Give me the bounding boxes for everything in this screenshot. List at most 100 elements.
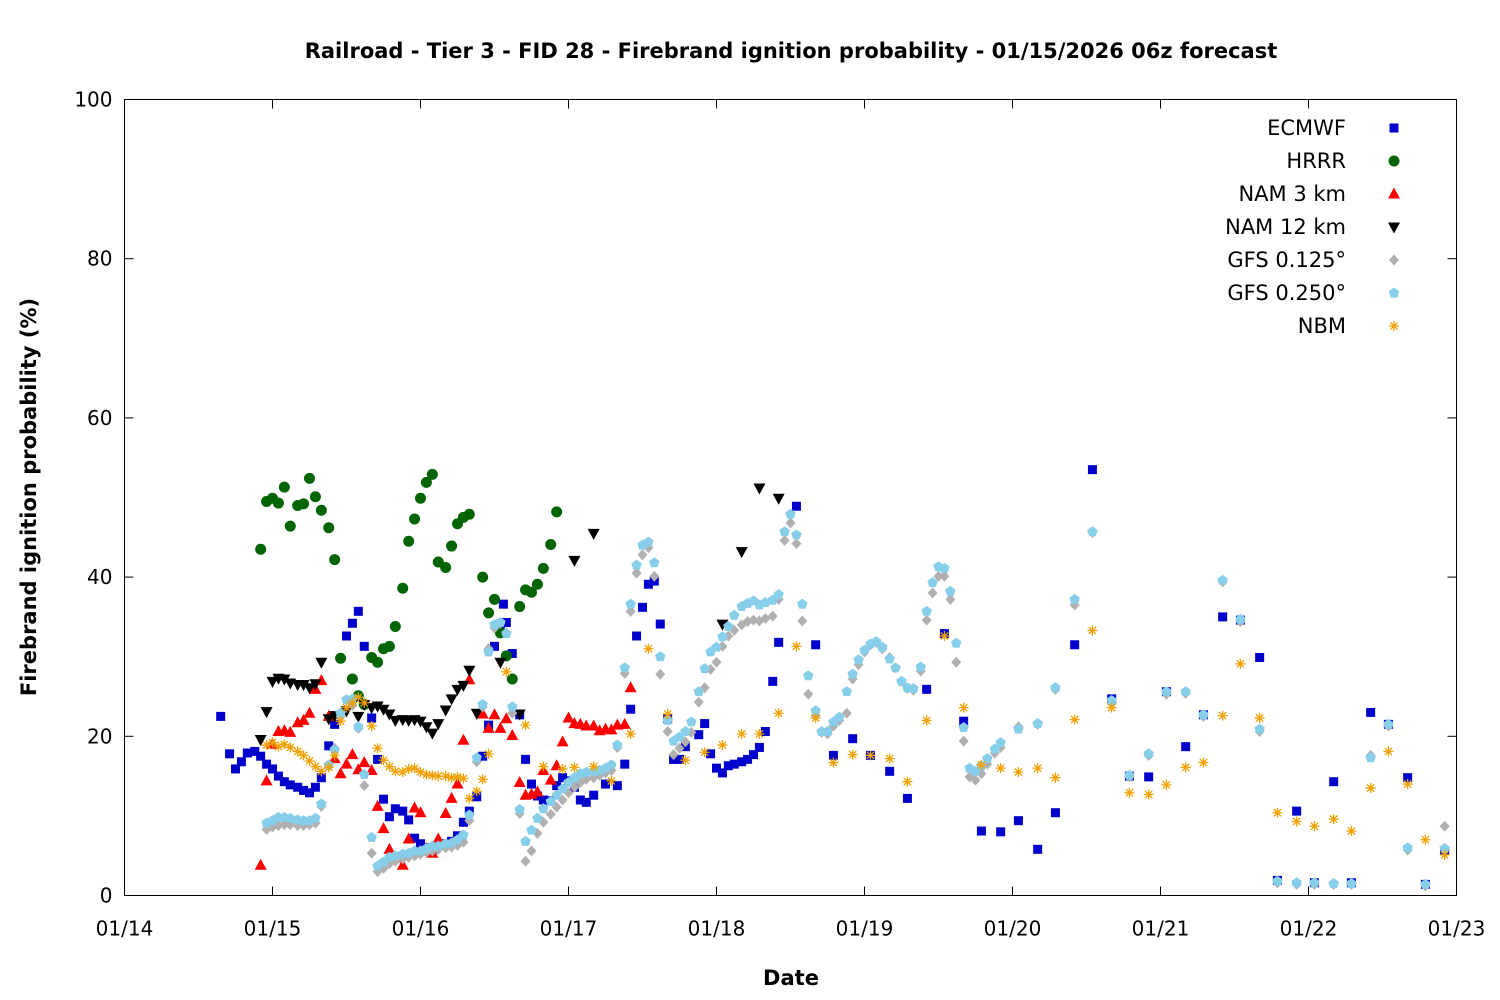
data-point-nam-12-km <box>266 676 279 688</box>
data-point-nbm <box>625 728 636 739</box>
data-point-gfs-0-125 <box>520 855 531 867</box>
data-point-hrrr <box>403 535 415 547</box>
legend-label-hrrr: HRRR <box>1286 149 1346 173</box>
data-point-ecmwf <box>626 704 636 714</box>
y-tick-label: 80 <box>87 247 112 271</box>
data-point-gfs-0-250 <box>729 609 740 620</box>
data-point-gfs-0-250 <box>927 577 938 588</box>
data-point-ecmwf <box>507 649 517 659</box>
legend-label-nam-3-km: NAM 3 km <box>1238 182 1346 206</box>
data-point-gfs-0-250 <box>699 663 710 674</box>
data-point-gfs-0-250 <box>995 737 1006 748</box>
data-point-ecmwf <box>706 749 716 759</box>
data-point-nbm <box>699 747 710 758</box>
data-point-nbm <box>458 773 469 784</box>
data-point-nbm <box>1383 746 1394 757</box>
data-point-gfs-0-125 <box>767 610 778 622</box>
legend-marker-nam-3-km <box>1388 187 1400 199</box>
data-point-nam-3-km <box>284 725 297 737</box>
data-point-gfs-0-250 <box>359 769 370 779</box>
data-point-gfs-0-250 <box>693 686 704 697</box>
data-point-gfs-0-250 <box>1217 574 1228 585</box>
data-point-nbm <box>501 666 512 677</box>
legend-marker-nam-12-km <box>1388 222 1400 234</box>
data-point-gfs-0-125 <box>958 735 969 747</box>
data-point-nam-3-km <box>500 712 513 724</box>
data-point-hrrr <box>506 673 518 685</box>
data-point-gfs-0-250 <box>871 636 882 647</box>
data-point-nbm <box>1328 814 1339 825</box>
data-point-gfs-0-125 <box>693 696 704 708</box>
data-point-nbm <box>335 716 346 727</box>
data-point-nbm <box>1217 710 1228 721</box>
x-tick-label: 01/21 <box>1132 917 1190 941</box>
data-point-nam-12-km <box>315 657 328 669</box>
data-point-nam-3-km <box>371 799 384 811</box>
data-point-nam-3-km <box>408 801 421 813</box>
data-point-ecmwf <box>299 785 309 795</box>
data-point-nbm <box>452 771 463 782</box>
data-point-nam-3-km <box>402 832 415 844</box>
data-point-hrrr <box>278 481 290 493</box>
data-point-ecmwf <box>675 754 684 764</box>
data-point-nbm <box>390 766 401 777</box>
data-point-ecmwf <box>373 754 383 764</box>
plot-frame <box>124 99 1457 896</box>
data-point-nam-12-km <box>568 555 581 567</box>
data-point-ecmwf <box>976 826 986 836</box>
data-point-hrrr <box>329 554 341 566</box>
data-point-nbm <box>409 763 420 774</box>
legend-label-nam-12-km: NAM 12 km <box>1225 215 1346 239</box>
y-tick-label: 20 <box>87 724 112 748</box>
data-point-ecmwf <box>1181 742 1191 752</box>
data-point-gfs-0-250 <box>366 831 377 842</box>
data-point-nbm <box>1106 702 1117 713</box>
data-point-ecmwf <box>1218 612 1228 622</box>
data-point-nbm <box>1013 767 1024 778</box>
data-point-nbm <box>958 702 969 713</box>
data-point-nbm <box>847 749 858 760</box>
data-point-gfs-0-250 <box>1328 878 1339 889</box>
data-point-gfs-0-250 <box>797 598 808 609</box>
data-point-nam-3-km <box>377 822 390 834</box>
data-point-gfs-0-250 <box>1346 878 1357 889</box>
x-axis: 01/14 01/15 01/16 01/17 01/18 01/19 01/20 01/21… <box>96 99 1485 941</box>
data-point-nam-12-km <box>254 734 267 746</box>
data-point-ecmwf <box>828 750 838 760</box>
data-point-nam-3-km <box>494 721 507 733</box>
data-point-gfs-0-250 <box>464 809 475 820</box>
data-point-nbm <box>736 728 747 739</box>
data-point-ecmwf <box>353 606 363 616</box>
data-point-hrrr <box>383 640 395 652</box>
data-point-gfs-0-250 <box>483 646 494 657</box>
data-point-gfs-0-250 <box>1050 682 1061 693</box>
data-point-ecmwf <box>643 579 653 589</box>
data-point-gfs-0-125 <box>970 774 981 786</box>
data-point-nam-3-km <box>297 713 310 725</box>
data-point-nam-12-km <box>753 483 766 495</box>
data-point-gfs-0-250 <box>779 526 790 537</box>
data-point-ecmwf <box>384 812 394 822</box>
data-point-gfs-0-250 <box>631 559 642 570</box>
data-point-ecmwf <box>996 827 1006 837</box>
data-point-gfs-0-125 <box>951 656 962 668</box>
data-point-ecmwf <box>749 750 758 760</box>
data-point-nam-12-km <box>278 674 291 686</box>
data-point-nam-3-km <box>432 832 445 844</box>
data-point-nam-3-km <box>334 767 347 779</box>
data-point-ecmwf <box>262 759 272 769</box>
data-point-hrrr <box>323 522 335 534</box>
data-point-nbm <box>372 743 383 754</box>
data-point-gfs-0-250 <box>1291 877 1302 888</box>
data-point-nbm <box>1272 807 1283 818</box>
data-point-nam-12-km <box>432 719 445 731</box>
data-point-gfs-0-250 <box>625 598 636 609</box>
data-point-nbm <box>1161 779 1172 790</box>
data-point-gfs-0-125 <box>797 615 808 627</box>
series-gfs-0-250 <box>261 508 1450 889</box>
data-point-ecmwf <box>1033 844 1043 854</box>
data-point-gfs-0-250 <box>1161 686 1172 697</box>
data-point-ecmwf <box>902 793 912 803</box>
